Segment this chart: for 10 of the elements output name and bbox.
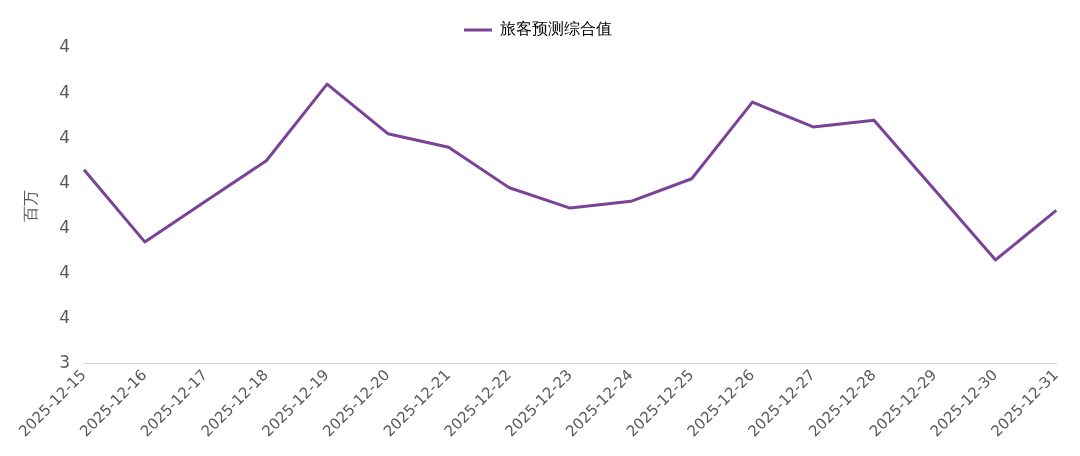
legend-label: 旅客预测综合值 [500, 19, 612, 39]
y-tick-label: 4 [59, 81, 71, 102]
y-tick-label: 4 [59, 126, 71, 147]
y-tick-label: 4 [59, 36, 71, 57]
y-tick-label: 4 [59, 306, 71, 327]
y-tick-label: 4 [59, 216, 71, 237]
y-tick-label: 4 [59, 261, 71, 282]
y-axis-title: 百万 [20, 189, 40, 222]
y-tick-label: 4 [59, 171, 71, 192]
y-tick-label: 3 [59, 352, 71, 373]
